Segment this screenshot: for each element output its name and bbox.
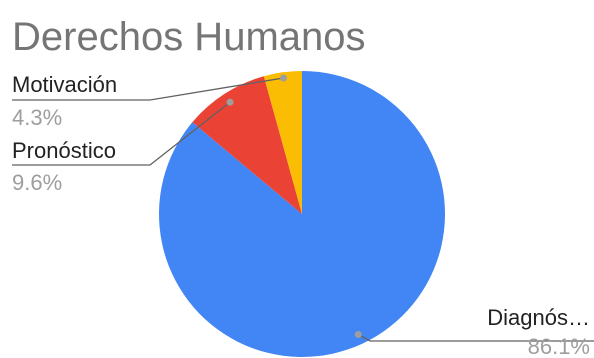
leader-dot-2 <box>226 98 234 106</box>
pie-slice-3 <box>263 71 302 214</box>
slice-label-percent-2: 9.6% <box>12 170 62 195</box>
leader-line-1 <box>357 333 594 342</box>
leader-lines <box>12 74 594 342</box>
slice-label-name-1: Diagnós… <box>487 305 590 330</box>
slice-label-name-3: Motivación <box>12 72 117 97</box>
leader-dot-1 <box>354 331 362 339</box>
slice-label-percent-1: 86.1% <box>528 334 590 358</box>
leader-dot-3 <box>280 74 288 82</box>
slice-label-name-2: Pronóstico <box>12 138 116 163</box>
slice-label-percent-3: 4.3% <box>12 105 62 130</box>
pie-slices <box>158 71 445 357</box>
leader-line-3 <box>12 77 284 101</box>
leader-line-2 <box>12 101 231 166</box>
chart-title: Derechos Humanos <box>12 15 366 59</box>
slice-labels: Diagnós… 86.1% Pronóstico 9.6% Motivación 4.3… <box>12 72 590 358</box>
